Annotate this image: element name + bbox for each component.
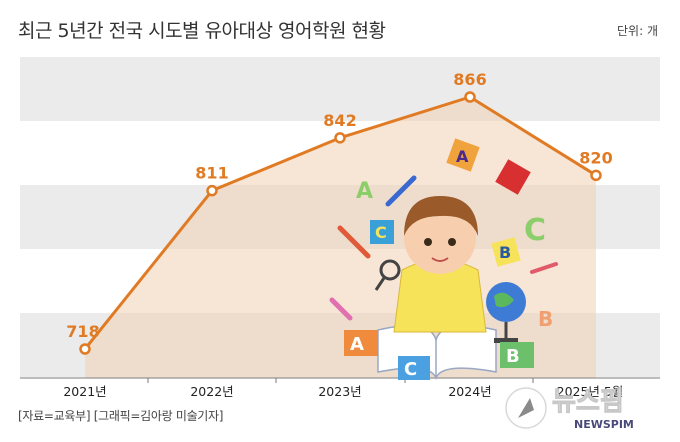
x-tick-label-2: 2023년 bbox=[318, 384, 361, 399]
watermark-name: 뉴스핌 bbox=[552, 387, 624, 417]
svg-text:C: C bbox=[375, 223, 387, 242]
x-tick-label-0: 2021년 bbox=[63, 384, 106, 399]
svg-text:B: B bbox=[499, 243, 511, 262]
svg-text:B: B bbox=[506, 346, 520, 367]
x-tick-label-3: 2024년 bbox=[448, 384, 491, 399]
data-point-2 bbox=[334, 132, 346, 144]
data-point-4 bbox=[590, 169, 602, 182]
data-point-0 bbox=[79, 343, 91, 355]
x-tick-label-1: 2022년 bbox=[190, 384, 233, 399]
svg-text:A: A bbox=[456, 147, 469, 166]
chart-title: 최근 5년간 전국 시도별 유아대상 영어학원 현황 bbox=[18, 20, 386, 42]
watermark-sub: NEWSPIM bbox=[574, 418, 634, 431]
data-label-0: 718 bbox=[66, 322, 99, 341]
svg-text:C: C bbox=[404, 359, 417, 380]
data-label-1: 811 bbox=[195, 164, 228, 183]
data-label-3: 866 bbox=[453, 70, 486, 89]
newspim-watermark: 뉴스핌 NEWSPIM bbox=[505, 387, 634, 431]
data-point-3 bbox=[464, 91, 476, 103]
svg-text:A: A bbox=[350, 334, 364, 355]
svg-text:B: B bbox=[538, 307, 553, 331]
child-reading-illustration: A C B A C B C A B bbox=[329, 138, 558, 381]
source-caption: [자료=교육부] [그래픽=김아랑 미술기자] bbox=[18, 409, 224, 423]
svg-text:C: C bbox=[524, 213, 546, 248]
data-label-2: 842 bbox=[323, 111, 356, 130]
unit-label: 단위: 개 bbox=[617, 24, 658, 38]
data-label-4: 820 bbox=[579, 148, 612, 167]
data-point-1 bbox=[206, 184, 218, 197]
svg-text:A: A bbox=[356, 179, 373, 204]
x-tick-label-4: 2025년 5월 bbox=[557, 384, 624, 399]
